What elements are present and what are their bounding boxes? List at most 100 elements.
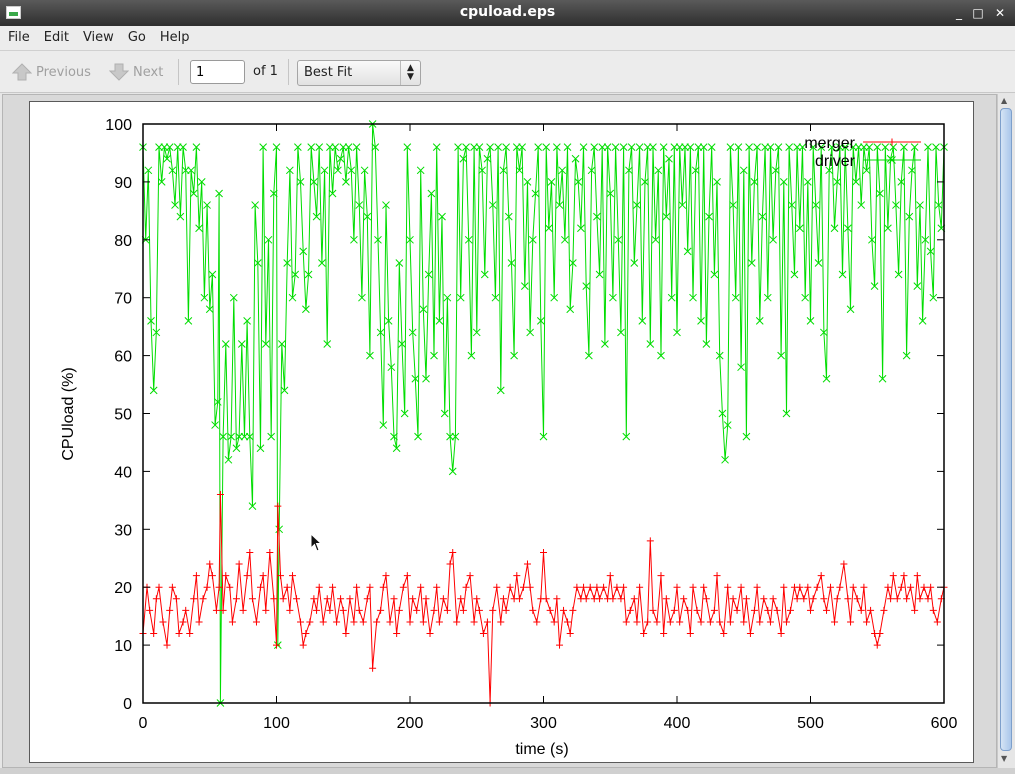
merger-point (617, 595, 625, 603)
menu-help[interactable]: Help (159, 30, 190, 45)
merger-point (443, 606, 451, 614)
driver-point (163, 154, 171, 163)
scroll-down-icon[interactable]: ▼ (1001, 754, 1008, 763)
driver-point (272, 143, 281, 152)
driver-point (496, 386, 505, 395)
scrollbar-thumb[interactable] (1000, 108, 1012, 751)
driver-point (649, 143, 657, 152)
next-button[interactable]: Next (109, 61, 163, 83)
merger-point (337, 595, 345, 603)
driver-point (587, 166, 596, 175)
driver-point (577, 224, 585, 233)
driver-point (403, 143, 412, 152)
x-tick-label: 200 (397, 715, 424, 732)
driver-point (152, 328, 161, 337)
driver-point (390, 432, 398, 441)
merger-point (329, 583, 337, 591)
driver-point (438, 212, 446, 221)
driver-point (593, 212, 601, 221)
driver-point (379, 421, 388, 429)
driver-point (614, 235, 623, 244)
close-button[interactable]: ✕ (994, 6, 1006, 20)
driver-point (617, 328, 625, 337)
merger-point (927, 583, 935, 591)
merger-point (489, 606, 497, 614)
document-viewport[interactable]: 0 100 200 300 400 500 600 0 10 20 30 40 50 60 70 80 90 10… (2, 94, 997, 768)
driver-point (678, 201, 687, 209)
page-number-input[interactable] (190, 60, 245, 84)
merger-point (163, 641, 171, 649)
merger-point (809, 595, 817, 603)
merger-point (433, 583, 441, 591)
minimize-button[interactable]: _ (956, 6, 962, 20)
maximize-button[interactable]: □ (972, 6, 984, 20)
merger-point (419, 618, 427, 626)
merger-point (526, 583, 534, 591)
merger-point (377, 606, 385, 614)
driver-point (838, 270, 847, 279)
y-tick-label: 100 (105, 117, 132, 134)
driver-point (622, 432, 631, 441)
merger-point (710, 606, 718, 614)
driver-point (336, 154, 345, 163)
merger-point (684, 606, 692, 614)
driver-point (544, 224, 553, 233)
driver-point (747, 259, 756, 267)
merger-point (673, 583, 681, 591)
merger-point (146, 606, 154, 614)
merger-point (550, 618, 558, 626)
driver-point (310, 178, 318, 186)
menu-edit[interactable]: Edit (43, 30, 69, 45)
merger-point (596, 595, 604, 603)
driver-point (518, 143, 526, 152)
merger-point (573, 583, 581, 591)
merger-point (750, 606, 758, 614)
driver-point (611, 143, 620, 152)
driver-point (267, 432, 276, 441)
driver-point (203, 201, 211, 209)
merger-point (502, 606, 510, 614)
merger-point (519, 583, 527, 591)
previous-button[interactable]: Previous (12, 61, 91, 83)
driver-line (142, 123, 945, 704)
menu-go[interactable]: Go (127, 30, 146, 45)
driver-point (179, 143, 187, 152)
scroll-up-icon[interactable]: ▲ (1001, 96, 1008, 105)
menu-view[interactable]: View (82, 30, 114, 45)
merger-point (729, 595, 737, 603)
driver-point (913, 282, 922, 290)
merger-point (302, 630, 310, 638)
merger-point (262, 606, 270, 614)
merger-point (556, 641, 564, 649)
driver-point (702, 340, 711, 348)
driver-point (852, 178, 860, 186)
driver-point (221, 340, 230, 348)
driver-point (392, 444, 401, 453)
driver-point (801, 293, 810, 302)
driver-point (459, 154, 468, 163)
merger-point (716, 618, 724, 626)
merger-point (399, 583, 407, 591)
driver-point (472, 328, 481, 337)
driver-point (601, 340, 609, 348)
merger-point (273, 641, 280, 649)
merger-point (195, 618, 203, 626)
vertical-scrollbar[interactable]: ▲ ▼ (997, 94, 1014, 768)
driver-point (638, 317, 647, 325)
menu-file[interactable]: File (8, 30, 30, 45)
merger-point (457, 595, 465, 603)
driver-point (197, 178, 206, 186)
driver-point (395, 259, 404, 267)
driver-point (742, 432, 751, 441)
merger-point (297, 618, 305, 626)
driver-point (277, 340, 286, 348)
merger-point (606, 572, 614, 580)
driver-point (187, 166, 195, 175)
driver-point (654, 166, 663, 175)
zoom-select[interactable]: Best Fit ▲ ▼ (297, 60, 421, 86)
merger-point (633, 618, 641, 626)
merger-point (313, 606, 321, 614)
merger-point (529, 606, 537, 614)
merger-point (206, 560, 214, 568)
merger-point (702, 595, 710, 603)
